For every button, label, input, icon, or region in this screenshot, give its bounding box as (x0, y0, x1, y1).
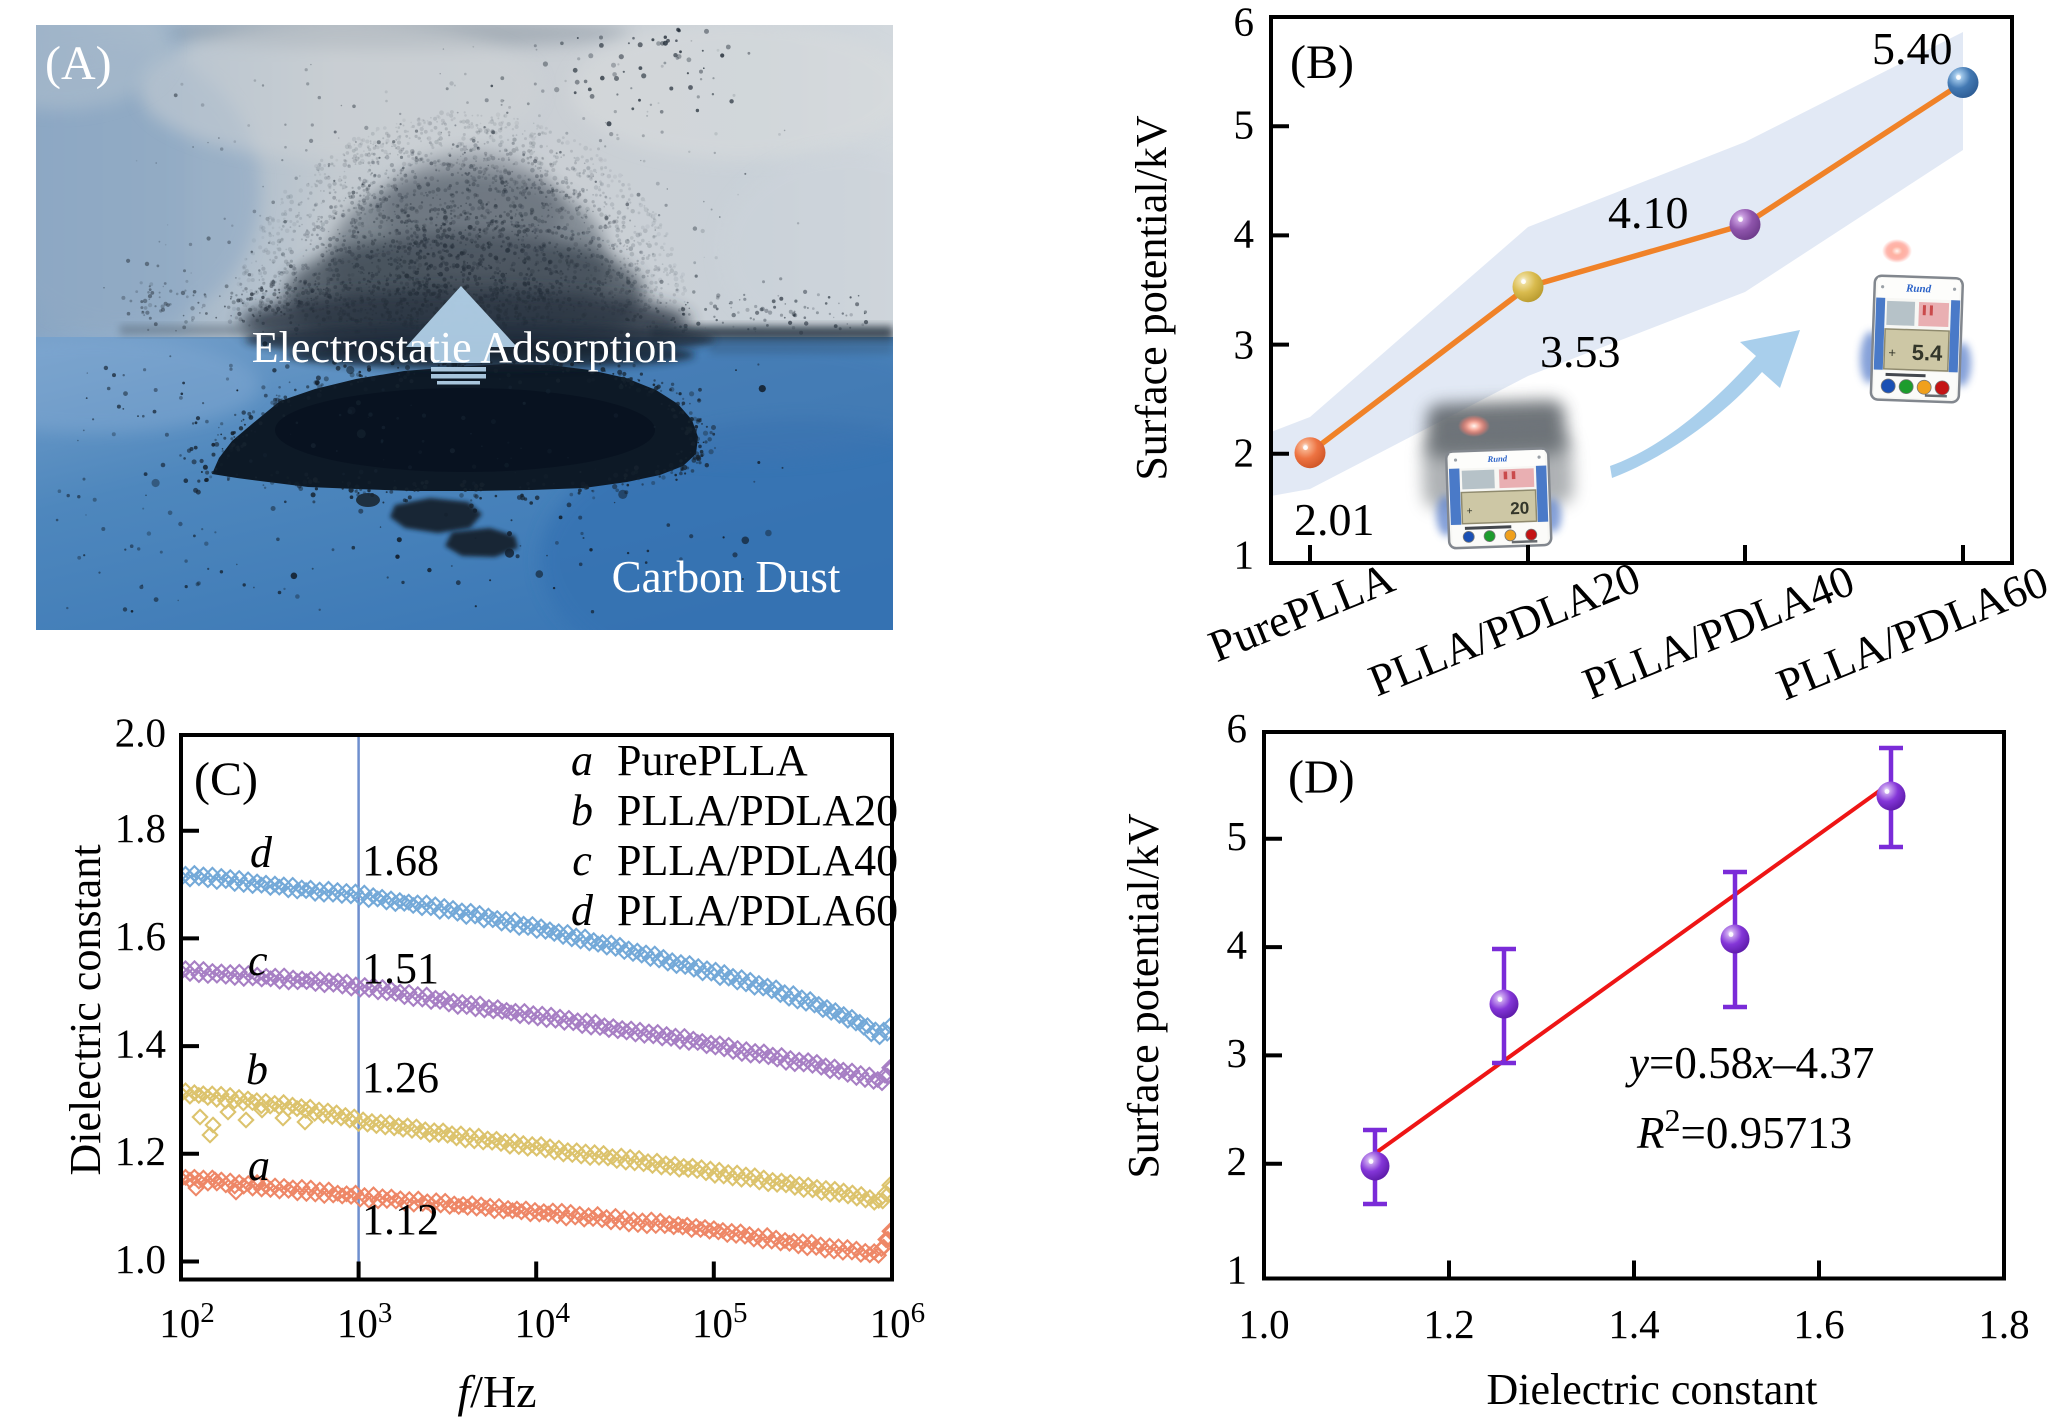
svg-text:f/Hz: f/Hz (457, 1366, 536, 1417)
svg-text:4: 4 (1227, 922, 1248, 968)
svg-text:a: a (248, 1141, 270, 1190)
svg-text:4.10: 4.10 (1608, 187, 1689, 238)
svg-text:102: 102 (159, 1297, 215, 1346)
svg-text:(A): (A) (45, 37, 112, 90)
svg-text:5: 5 (1234, 101, 1255, 147)
svg-text:1.2: 1.2 (115, 1128, 166, 1174)
svg-text:PLLA/PDLA40: PLLA/PDLA40 (617, 836, 898, 885)
svg-text:PurePLLA: PurePLLA (1202, 552, 1402, 672)
svg-text:1.8: 1.8 (1978, 1301, 2029, 1347)
svg-text:5.40: 5.40 (1872, 23, 1953, 74)
svg-text:2.0: 2.0 (115, 709, 166, 755)
svg-text:20: 20 (1510, 498, 1530, 519)
svg-text:5: 5 (1227, 813, 1248, 859)
svg-text:Dielectric constant: Dielectric constant (1486, 1365, 1817, 1414)
svg-text:PLLA/PDLA20: PLLA/PDLA20 (617, 786, 898, 835)
svg-text:2.01: 2.01 (1294, 494, 1375, 545)
svg-text:Electrostatie Adsorption: Electrostatie Adsorption (252, 323, 678, 372)
svg-text:1.0: 1.0 (1238, 1301, 1289, 1347)
svg-text:1.4: 1.4 (1608, 1301, 1659, 1347)
svg-text:Surface potential/kV: Surface potential/kV (1119, 813, 1168, 1179)
svg-text:+: + (1466, 506, 1472, 517)
svg-text:4: 4 (1234, 210, 1255, 256)
svg-text:a: a (571, 736, 593, 785)
svg-text:5.4: 5.4 (1911, 340, 1943, 366)
svg-text:2: 2 (1227, 1138, 1248, 1184)
svg-text:1.4: 1.4 (115, 1021, 166, 1067)
svg-text:(C): (C) (194, 753, 258, 806)
svg-text:3.53: 3.53 (1540, 326, 1621, 377)
svg-text:Surface potential/kV: Surface potential/kV (1127, 115, 1176, 481)
svg-text:1: 1 (1234, 531, 1255, 577)
svg-text:b: b (246, 1045, 268, 1094)
svg-text:y=0.58x–4.37: y=0.58x–4.37 (1625, 1038, 1874, 1088)
svg-text:103: 103 (337, 1297, 393, 1346)
svg-text:1.12: 1.12 (362, 1195, 439, 1244)
svg-text:2: 2 (1234, 429, 1255, 475)
svg-text:1.26: 1.26 (362, 1053, 439, 1102)
svg-text:1.68: 1.68 (362, 836, 439, 885)
svg-text:3: 3 (1234, 321, 1255, 367)
svg-text:105: 105 (692, 1297, 748, 1346)
svg-text:106: 106 (870, 1297, 926, 1346)
svg-text:3: 3 (1227, 1030, 1248, 1076)
svg-text:1: 1 (1227, 1246, 1248, 1292)
svg-text:1.8: 1.8 (115, 805, 166, 851)
svg-text:Rund: Rund (1486, 453, 1508, 464)
svg-text:104: 104 (514, 1297, 570, 1346)
svg-text:b: b (571, 786, 593, 835)
svg-text:d: d (250, 828, 273, 877)
svg-text:6: 6 (1234, 0, 1255, 44)
svg-text:6: 6 (1227, 705, 1248, 751)
svg-text:PLLA/PDLA60: PLLA/PDLA60 (617, 886, 898, 935)
svg-text:+: + (1888, 345, 1896, 360)
svg-text:Rund: Rund (1905, 283, 1932, 296)
svg-text:1.6: 1.6 (1793, 1301, 1844, 1347)
svg-text:1.6: 1.6 (115, 913, 166, 959)
svg-text:Dielectric constant: Dielectric constant (61, 844, 110, 1175)
svg-text:d: d (571, 886, 594, 935)
svg-text:c: c (248, 936, 268, 985)
svg-text:c: c (572, 836, 592, 885)
svg-text:R2=0.95713: R2=0.95713 (1636, 1102, 1852, 1158)
svg-text:PurePLLA: PurePLLA (617, 736, 808, 785)
svg-text:(D): (D) (1288, 751, 1355, 804)
svg-text:1.2: 1.2 (1423, 1301, 1474, 1347)
svg-text:(B): (B) (1290, 36, 1354, 89)
svg-text:Carbon Dust: Carbon Dust (612, 552, 841, 602)
svg-text:1.51: 1.51 (362, 944, 439, 993)
svg-text:1.0: 1.0 (115, 1236, 166, 1282)
